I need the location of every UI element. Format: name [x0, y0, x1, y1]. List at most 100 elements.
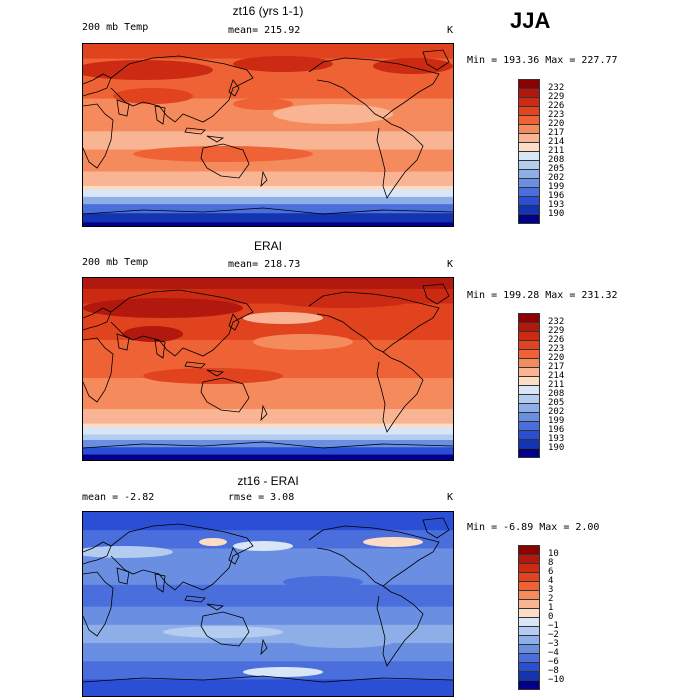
colorbar-tick-label: 223 — [548, 344, 565, 354]
panel-3-map — [82, 511, 454, 697]
field-band — [83, 131, 453, 151]
field-band — [83, 204, 453, 214]
colorbar-tick-label: 220 — [548, 119, 565, 129]
colorbar-tick-label: 199 — [548, 182, 565, 192]
colorbar-tick-label: 1 — [548, 603, 554, 613]
colorbar-tick-label: 199 — [548, 416, 565, 426]
colorbar-tick-label: 229 — [548, 326, 565, 336]
coastline — [260, 170, 268, 188]
colorbar-tick-label: 226 — [548, 335, 565, 345]
field-band — [83, 409, 453, 425]
colorbar-tick-label: 211 — [548, 380, 565, 390]
field-blob — [83, 298, 243, 318]
coastline — [206, 369, 225, 377]
field-band — [83, 222, 453, 226]
field-band — [83, 512, 453, 531]
field-blob — [243, 312, 323, 324]
coastline — [308, 57, 440, 119]
panel-1-mean-label: mean= 215.92 — [228, 25, 301, 36]
field-band — [83, 171, 453, 187]
coastline — [184, 127, 206, 135]
field-band — [83, 427, 453, 436]
panel-2-minmax: Min = 199.28 Max = 231.32 — [467, 290, 618, 301]
field-band — [83, 44, 453, 60]
colorbar-tick-label: −8 — [548, 666, 559, 676]
panel-1-units: K — [447, 25, 454, 36]
field-blob — [243, 667, 323, 677]
field-blob — [233, 56, 333, 72]
colorbar-tick-label: 226 — [548, 101, 565, 111]
coastline — [184, 595, 206, 603]
coastline — [308, 525, 440, 587]
field-blob — [363, 537, 423, 547]
panel-1-map-field — [83, 44, 453, 226]
coastline — [228, 547, 240, 565]
panel-1-map — [82, 43, 454, 227]
panel-3-rmse-label: rmse = 3.08 — [228, 492, 295, 503]
colorbar-tick-label: 232 — [548, 317, 565, 327]
field-blob — [233, 98, 293, 110]
field-band — [83, 196, 453, 205]
coastline — [376, 117, 424, 199]
colorbar-tick-label: 205 — [548, 164, 565, 174]
panel-3-map-field — [83, 512, 453, 696]
colorbar-tick-label: 4 — [548, 576, 554, 586]
colorbar-tick-label: 220 — [548, 353, 565, 363]
colorbar-tick-label: 211 — [548, 146, 565, 156]
colorbar-tick-label: 217 — [548, 128, 565, 138]
colorbar-tick-label: 0 — [548, 612, 554, 622]
coastline — [200, 143, 250, 179]
panel-2-map — [82, 277, 454, 461]
coastline — [83, 675, 453, 683]
colorbar-tick-label: 208 — [548, 389, 565, 399]
field-band — [83, 439, 453, 448]
coastline — [228, 79, 240, 97]
coastline — [260, 404, 268, 422]
field-blob — [83, 546, 173, 558]
panel-3-mean-label: mean = -2.82 — [82, 492, 155, 503]
coastline — [184, 361, 206, 369]
field-blob — [143, 368, 283, 384]
coastline — [116, 333, 130, 351]
field-blob — [373, 58, 453, 74]
field-blob — [113, 88, 193, 104]
coastline — [83, 307, 112, 331]
colorbar-tick-label: 196 — [548, 191, 565, 201]
field-band — [83, 434, 453, 441]
field-band — [83, 185, 453, 191]
coastline — [83, 337, 114, 403]
coastline — [154, 573, 166, 593]
field-band — [83, 189, 453, 198]
colorbar-swatch — [518, 680, 540, 690]
coastline — [422, 49, 450, 71]
field-blob — [333, 382, 433, 394]
panel-2-map-field — [83, 278, 453, 460]
coastline — [154, 105, 166, 125]
colorbar-tick-label: 217 — [548, 362, 565, 372]
field-band — [83, 454, 453, 460]
colorbar-tick-label: −10 — [548, 675, 565, 685]
coastline — [83, 103, 114, 169]
coastline — [110, 55, 254, 123]
field-blob — [199, 538, 227, 546]
coastline — [83, 73, 112, 97]
colorbar-swatch — [518, 448, 540, 458]
coastline — [83, 571, 114, 637]
coastline — [83, 207, 453, 215]
season-label: JJA — [510, 8, 551, 33]
panel-2-mean-label: mean= 218.73 — [228, 259, 301, 270]
colorbar-tick-label: −1 — [548, 621, 559, 631]
coastline — [206, 603, 225, 611]
coastline — [154, 339, 166, 359]
field-band — [83, 423, 453, 428]
field-band — [83, 679, 453, 696]
colorbar-tick-label: 223 — [548, 110, 565, 120]
colorbar-tick-label: 208 — [548, 155, 565, 165]
colorbar-tick-label: 3 — [548, 585, 554, 595]
colorbar-tick-label: 2 — [548, 594, 554, 604]
field-blob — [293, 636, 393, 648]
panel-2-title: ERAI — [253, 239, 282, 253]
colorbar-tick-label: −6 — [548, 657, 559, 667]
field-band — [83, 643, 453, 662]
coastline — [228, 313, 240, 331]
